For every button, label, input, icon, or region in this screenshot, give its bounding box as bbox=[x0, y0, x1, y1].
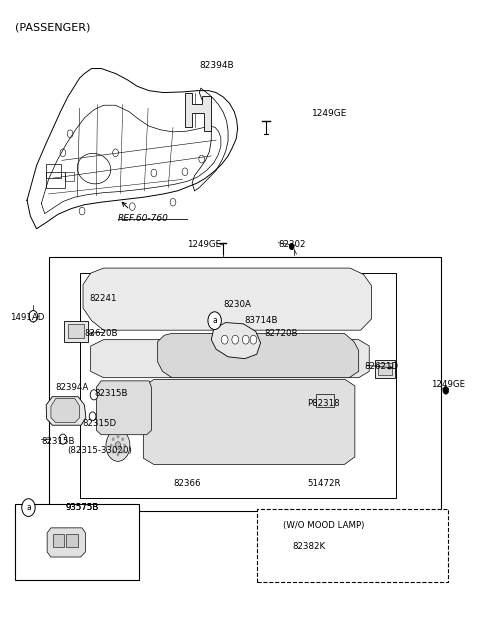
Bar bbox=[66, 534, 78, 547]
Text: 82366: 82366 bbox=[173, 479, 201, 488]
Bar bbox=[68, 324, 84, 338]
Text: 82315B: 82315B bbox=[41, 436, 75, 446]
Text: 82302: 82302 bbox=[278, 240, 306, 249]
Circle shape bbox=[22, 498, 35, 516]
Circle shape bbox=[121, 450, 124, 453]
Circle shape bbox=[89, 412, 96, 421]
Polygon shape bbox=[157, 333, 359, 378]
Circle shape bbox=[208, 312, 221, 330]
Polygon shape bbox=[83, 268, 372, 330]
Text: 93575B: 93575B bbox=[65, 503, 99, 512]
Polygon shape bbox=[47, 528, 85, 557]
Polygon shape bbox=[51, 399, 80, 423]
Circle shape bbox=[115, 442, 121, 450]
Bar bbox=[257, 509, 448, 582]
Circle shape bbox=[29, 311, 37, 322]
Text: a: a bbox=[26, 503, 31, 512]
Bar bbox=[46, 172, 65, 187]
Text: 82241: 82241 bbox=[89, 294, 117, 303]
Circle shape bbox=[250, 335, 257, 344]
Circle shape bbox=[110, 444, 113, 448]
Circle shape bbox=[112, 438, 115, 441]
Text: 1249GE: 1249GE bbox=[187, 240, 221, 249]
Text: 8230A: 8230A bbox=[223, 300, 251, 309]
Text: 82720B: 82720B bbox=[264, 329, 298, 338]
Text: 82394A: 82394A bbox=[56, 383, 89, 392]
Text: (82315-33020): (82315-33020) bbox=[68, 446, 132, 455]
Polygon shape bbox=[96, 381, 152, 435]
Bar bbox=[80, 273, 396, 498]
Text: 82620B: 82620B bbox=[84, 329, 118, 338]
Bar bbox=[48, 257, 441, 511]
Bar bbox=[378, 363, 392, 375]
Text: 93575B: 93575B bbox=[65, 503, 99, 512]
Circle shape bbox=[289, 243, 294, 250]
Bar bbox=[46, 164, 61, 178]
Text: 1249GE: 1249GE bbox=[432, 380, 466, 389]
Circle shape bbox=[90, 390, 98, 400]
Circle shape bbox=[123, 444, 126, 448]
Text: (PASSENGER): (PASSENGER) bbox=[15, 22, 90, 32]
Circle shape bbox=[106, 430, 130, 462]
Text: 82382K: 82382K bbox=[293, 542, 326, 551]
Text: 82394B: 82394B bbox=[199, 61, 234, 70]
Bar bbox=[316, 394, 334, 408]
Polygon shape bbox=[211, 323, 261, 359]
Circle shape bbox=[242, 335, 249, 344]
Text: a: a bbox=[212, 316, 217, 325]
Polygon shape bbox=[185, 93, 211, 131]
Polygon shape bbox=[81, 267, 374, 477]
Circle shape bbox=[232, 335, 239, 344]
Bar bbox=[65, 172, 74, 181]
Polygon shape bbox=[46, 397, 86, 425]
Circle shape bbox=[117, 453, 120, 457]
Circle shape bbox=[212, 319, 218, 326]
Bar bbox=[375, 360, 395, 378]
Circle shape bbox=[112, 450, 115, 453]
Circle shape bbox=[117, 435, 120, 439]
Circle shape bbox=[443, 387, 449, 394]
Text: 82315D: 82315D bbox=[82, 420, 116, 429]
Text: 82315B: 82315B bbox=[94, 389, 128, 398]
Bar bbox=[64, 321, 88, 342]
Text: (W/O MOOD LAMP): (W/O MOOD LAMP) bbox=[283, 521, 364, 530]
Text: 1491AD: 1491AD bbox=[10, 313, 45, 322]
Text: 83714B: 83714B bbox=[245, 316, 278, 325]
Text: REF.60-760: REF.60-760 bbox=[118, 214, 169, 224]
Text: 1249GE: 1249GE bbox=[312, 109, 347, 118]
Circle shape bbox=[59, 434, 67, 444]
Circle shape bbox=[121, 438, 124, 441]
Bar bbox=[53, 534, 64, 547]
Polygon shape bbox=[144, 380, 355, 464]
Bar bbox=[15, 504, 140, 580]
Circle shape bbox=[221, 335, 228, 344]
Text: P82318: P82318 bbox=[307, 399, 340, 408]
Text: 82621D: 82621D bbox=[364, 363, 398, 371]
Polygon shape bbox=[91, 340, 369, 378]
Text: 51472R: 51472R bbox=[307, 479, 340, 488]
